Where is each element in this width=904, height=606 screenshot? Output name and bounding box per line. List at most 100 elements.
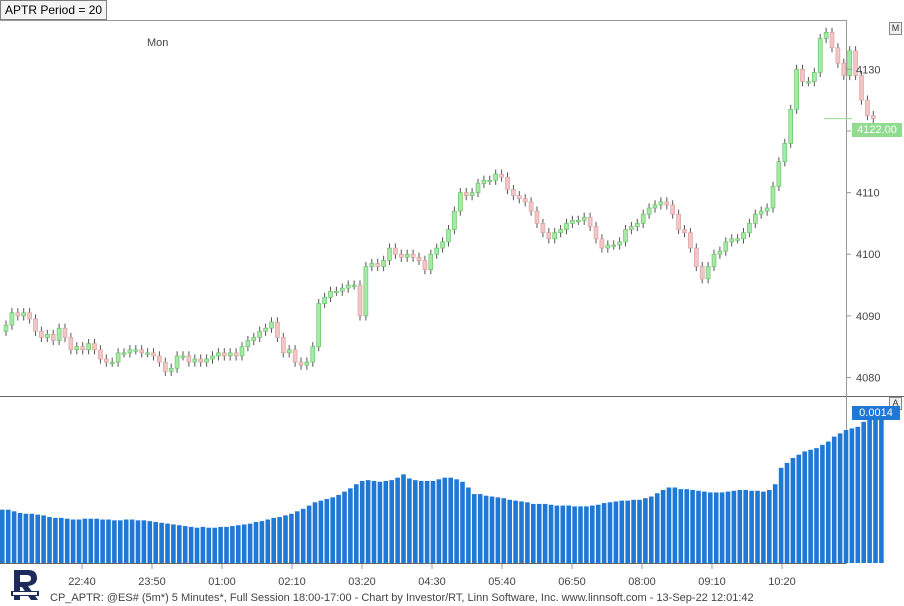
candle-body [475, 183, 481, 193]
aptr-bar [649, 496, 654, 563]
candle-body [121, 352, 127, 355]
aptr-bar [855, 426, 861, 563]
candle-body [322, 297, 327, 304]
candle-body [652, 204, 658, 209]
aptr-bar [572, 506, 577, 563]
aptr-bar [318, 500, 324, 563]
aptr-bar [460, 481, 465, 563]
aptr-period-parameter[interactable]: APTR Period = 20 [0, 0, 108, 20]
candle-body [599, 238, 605, 249]
candle-body [800, 69, 805, 82]
aptr-bar [165, 523, 170, 563]
aptr-bar [359, 480, 365, 563]
candle-body [168, 367, 174, 372]
candle-body [634, 223, 640, 227]
aptr-bar [135, 520, 141, 563]
aptr-bar [495, 497, 501, 563]
candle-body [847, 50, 853, 76]
candle-body [127, 349, 133, 354]
aptr-bar [584, 506, 589, 563]
aptr-bar [442, 477, 448, 563]
time-tick-label: 03:20 [348, 576, 376, 588]
aptr-bar [395, 477, 400, 563]
aptr-bar [778, 467, 784, 563]
candle-body [109, 361, 115, 364]
candle-body [15, 312, 21, 317]
time-tick-label: 02:10 [278, 576, 306, 588]
candle-body [682, 229, 687, 233]
candle-body [511, 189, 516, 196]
price-scale-mode-button[interactable]: M [889, 22, 902, 35]
aptr-bar [389, 480, 394, 563]
time-tick-label: 05:40 [488, 576, 516, 588]
candle-body [210, 355, 215, 360]
aptr-bar [849, 428, 855, 563]
candle-body [782, 142, 788, 163]
indicator-value-tag: 0.0014 [852, 406, 900, 420]
candle-body [251, 337, 257, 341]
price-tick-label: 4090 [856, 311, 880, 323]
aptr-bar [472, 494, 477, 563]
candle-body [699, 266, 705, 280]
aptr-bar [218, 526, 223, 563]
aptr-bar [519, 501, 524, 563]
aptr-bar [731, 490, 737, 563]
aptr-bar [631, 499, 636, 563]
candle-body [422, 260, 428, 270]
candle-body [835, 47, 841, 64]
candle-body [145, 352, 150, 355]
time-axis: 22:40 23:50 01:00 02:10 03:20 04:30 05:40 06:50… [68, 564, 796, 588]
candle-body [68, 337, 74, 351]
aptr-bar [660, 489, 666, 563]
candle-body [292, 349, 298, 363]
candle-body [104, 358, 109, 363]
candle-body [21, 312, 27, 317]
aptr-bar [76, 519, 82, 563]
candle-body [811, 72, 817, 82]
aptr-bar [590, 505, 595, 563]
candle-body [487, 179, 493, 183]
aptr-bar [153, 521, 158, 563]
candle-body [151, 352, 156, 357]
candle-body [546, 232, 552, 240]
aptr-bar [513, 500, 518, 563]
candle-body [629, 226, 634, 230]
candle-body [280, 337, 286, 354]
aptr-bar [861, 421, 866, 563]
candle-body [528, 201, 534, 212]
aptr-bar [342, 491, 347, 563]
candle-body [794, 69, 799, 110]
candle-body [174, 355, 180, 369]
candle-body [381, 260, 386, 267]
aptr-bar [11, 511, 17, 563]
candle-body [664, 201, 670, 206]
aptr-bar [542, 503, 548, 563]
candle-body [363, 266, 369, 317]
time-tick-label: 08:00 [628, 576, 656, 588]
aptr-bar [489, 496, 495, 563]
aptr-bar [253, 521, 259, 563]
aptr-bar [129, 519, 135, 563]
aptr-bar [289, 513, 294, 563]
aptr-bar [0, 509, 5, 563]
aptr-bar [94, 518, 99, 563]
candle-body [758, 210, 764, 215]
aptr-indicator-chart[interactable] [0, 396, 904, 564]
price-chart[interactable]: Mon 413041204110410040904080 [0, 20, 904, 396]
aptr-bar [430, 480, 436, 563]
aptr-bar [17, 512, 23, 563]
time-tick-label: 06:50 [558, 576, 586, 588]
aptr-bar [525, 502, 530, 563]
aptr-bar [654, 493, 660, 563]
candle-body [263, 327, 268, 332]
aptr-bar [106, 519, 111, 563]
aptr-bar [684, 489, 689, 563]
candle-body [139, 349, 144, 354]
aptr-bar [566, 505, 571, 563]
price-tick-label: 4080 [856, 373, 880, 385]
candle-body [440, 241, 445, 249]
candle-body [286, 349, 292, 354]
aptr-bar [271, 517, 276, 563]
aptr-bar [690, 489, 695, 563]
candle-body [469, 192, 475, 196]
